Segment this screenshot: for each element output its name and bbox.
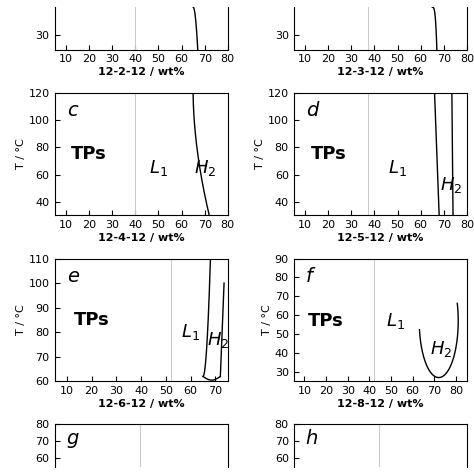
Text: g: g [67,429,79,448]
Text: TPs: TPs [310,145,346,163]
X-axis label: 12-5-12 / wt%: 12-5-12 / wt% [337,233,423,243]
Text: $L_1$: $L_1$ [386,311,405,331]
Text: $L_1$: $L_1$ [149,158,168,178]
Text: $L_1$: $L_1$ [181,322,200,342]
Text: $H_2$: $H_2$ [207,329,229,350]
Text: d: d [306,101,318,120]
Text: $H_2$: $H_2$ [193,158,216,178]
Text: TPs: TPs [308,312,344,330]
Text: e: e [67,267,79,286]
Y-axis label: T / °C: T / °C [262,305,272,335]
X-axis label: 12-8-12 / wt%: 12-8-12 / wt% [337,399,423,409]
Y-axis label: T / °C: T / °C [255,139,265,169]
Y-axis label: T / °C: T / °C [16,305,26,335]
X-axis label: 12-3-12 / wt%: 12-3-12 / wt% [337,67,423,77]
Text: $H_2$: $H_2$ [430,339,452,359]
Text: f: f [306,267,313,286]
Text: TPs: TPs [71,145,107,163]
Text: $L_1$: $L_1$ [388,158,407,178]
X-axis label: 12-2-12 / wt%: 12-2-12 / wt% [98,67,184,77]
Text: c: c [67,101,77,120]
Text: TPs: TPs [74,311,109,329]
X-axis label: 12-4-12 / wt%: 12-4-12 / wt% [98,233,184,243]
Y-axis label: T / °C: T / °C [16,139,26,169]
Text: h: h [306,429,318,448]
X-axis label: 12-6-12 / wt%: 12-6-12 / wt% [98,399,184,409]
Text: $H_2$: $H_2$ [439,175,462,195]
